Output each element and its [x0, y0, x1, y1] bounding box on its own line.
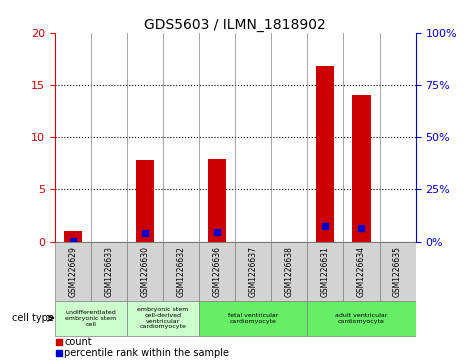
Text: GSM1226634: GSM1226634 [357, 246, 366, 297]
Bar [343, 242, 380, 301]
Bar [127, 301, 199, 336]
Title: GDS5603 / ILMN_1818902: GDS5603 / ILMN_1818902 [144, 18, 326, 32]
Text: adult ventricular
cardiomyocyte: adult ventricular cardiomyocyte [335, 313, 388, 323]
Text: GSM1226635: GSM1226635 [393, 246, 402, 297]
Bar [127, 242, 163, 301]
Bar [316, 66, 334, 242]
Bar [136, 160, 154, 242]
Text: GSM1226629: GSM1226629 [68, 246, 77, 297]
Bar [199, 242, 235, 301]
Bar [235, 242, 271, 301]
Bar [64, 231, 82, 242]
Text: percentile rank within the sample: percentile rank within the sample [65, 348, 229, 359]
Text: fetal ventricular
cardiomyocyte: fetal ventricular cardiomyocyte [228, 313, 278, 323]
Text: count: count [65, 338, 92, 347]
Text: embryonic stem
cell-derived
ventricular
cardiomyocyte: embryonic stem cell-derived ventricular … [137, 307, 189, 329]
Text: GSM1226637: GSM1226637 [249, 246, 257, 297]
Bar [380, 242, 416, 301]
Text: GSM1226630: GSM1226630 [141, 246, 149, 297]
Bar [55, 242, 91, 301]
Text: cell type: cell type [12, 313, 54, 323]
Text: GSM1226636: GSM1226636 [213, 246, 221, 297]
Text: GSM1226632: GSM1226632 [177, 246, 185, 297]
Bar [352, 95, 370, 242]
Bar [208, 159, 226, 242]
Bar [163, 242, 199, 301]
Bar [307, 242, 343, 301]
Text: GSM1226633: GSM1226633 [104, 246, 113, 297]
Bar [91, 242, 127, 301]
Bar [55, 301, 127, 336]
Text: undifferentiated
embryonic stem
cell: undifferentiated embryonic stem cell [65, 310, 116, 326]
Text: GSM1226638: GSM1226638 [285, 246, 294, 297]
Bar [271, 242, 307, 301]
Text: GSM1226631: GSM1226631 [321, 246, 330, 297]
Bar [199, 301, 307, 336]
Bar [307, 301, 416, 336]
